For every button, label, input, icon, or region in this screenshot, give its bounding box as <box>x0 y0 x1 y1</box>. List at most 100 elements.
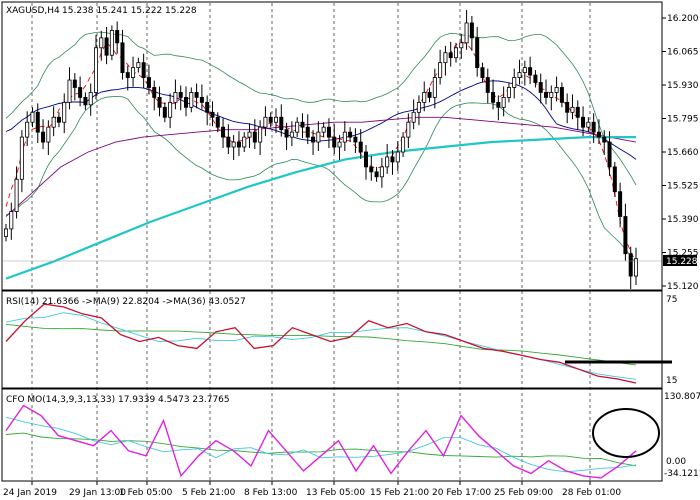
candle-body[interactable] <box>168 101 173 118</box>
candle-body[interactable] <box>475 37 480 69</box>
candle-body[interactable] <box>83 97 88 106</box>
candle-body[interactable] <box>634 258 639 277</box>
candle-body[interactable] <box>358 141 363 153</box>
candle-body[interactable] <box>395 151 400 163</box>
candle-body[interactable] <box>332 136 337 148</box>
candle-body[interactable] <box>146 77 151 88</box>
candle-body[interactable] <box>141 62 146 78</box>
candle-body[interactable] <box>46 126 51 143</box>
candle-body[interactable] <box>67 79 72 103</box>
candle-body[interactable] <box>591 121 596 133</box>
candle-body[interactable] <box>459 42 464 49</box>
candle-body[interactable] <box>25 121 30 138</box>
candle-body[interactable] <box>379 166 384 178</box>
candle-body[interactable] <box>512 77 517 88</box>
candle-body[interactable] <box>279 116 284 131</box>
candle-body[interactable] <box>41 131 46 143</box>
candle-body[interactable] <box>236 141 241 148</box>
candle-body[interactable] <box>189 92 194 108</box>
candle-body[interactable] <box>162 106 167 118</box>
candle-body[interactable] <box>199 97 204 103</box>
candle-body[interactable] <box>628 253 633 277</box>
candle-body[interactable] <box>602 136 607 143</box>
candle-body[interactable] <box>422 92 427 103</box>
candle-body[interactable] <box>35 111 40 133</box>
candle-body[interactable] <box>432 77 437 98</box>
candle-body[interactable] <box>131 67 136 78</box>
candle-body[interactable] <box>173 92 178 103</box>
candle-body[interactable] <box>104 37 109 56</box>
candle-body[interactable] <box>215 116 220 128</box>
candle-body[interactable] <box>406 121 411 138</box>
candle-body[interactable] <box>342 131 347 143</box>
candle-body[interactable] <box>506 87 511 98</box>
candle-body[interactable] <box>618 191 623 217</box>
candle-body[interactable] <box>528 67 533 76</box>
candle-body[interactable] <box>263 116 268 128</box>
candle-body[interactable] <box>353 136 358 143</box>
candle-body[interactable] <box>30 111 35 123</box>
candle-body[interactable] <box>247 131 252 138</box>
candle-body[interactable] <box>109 30 114 56</box>
candle-body[interactable] <box>51 116 56 128</box>
candle-body[interactable] <box>438 62 443 78</box>
candle-body[interactable] <box>289 131 294 138</box>
candle-body[interactable] <box>321 126 326 133</box>
candle-body[interactable] <box>205 101 210 113</box>
candle-body[interactable] <box>369 166 374 173</box>
candle-body[interactable] <box>575 106 580 118</box>
candle-body[interactable] <box>194 92 199 98</box>
candle-body[interactable] <box>586 121 591 128</box>
candle-body[interactable] <box>496 101 501 108</box>
candle-body[interactable] <box>581 116 586 128</box>
candle-body[interactable] <box>305 126 310 138</box>
candle-body[interactable] <box>559 87 564 103</box>
candle-body[interactable] <box>554 87 559 93</box>
candle-body[interactable] <box>88 92 93 106</box>
candle-body[interactable] <box>311 136 316 143</box>
candle-body[interactable] <box>99 37 104 49</box>
candle-body[interactable] <box>623 216 628 255</box>
candle-body[interactable] <box>607 141 612 168</box>
candle-body[interactable] <box>533 74 538 83</box>
candle-body[interactable] <box>300 121 305 128</box>
candle-body[interactable] <box>544 92 549 98</box>
candle-body[interactable] <box>268 116 273 123</box>
candle-body[interactable] <box>19 136 24 180</box>
candle-body[interactable] <box>443 52 448 64</box>
candle-body[interactable] <box>480 67 485 78</box>
candle-body[interactable] <box>363 151 368 168</box>
candle-body[interactable] <box>401 136 406 153</box>
candle-body[interactable] <box>252 131 257 143</box>
candle-body[interactable] <box>416 101 421 113</box>
candle-body[interactable] <box>178 92 183 98</box>
candle-body[interactable] <box>549 92 554 98</box>
candle-body[interactable] <box>120 42 125 73</box>
candle-body[interactable] <box>56 116 61 123</box>
candle-body[interactable] <box>284 129 289 138</box>
candle-body[interactable] <box>570 106 575 113</box>
candle-body[interactable] <box>273 116 278 123</box>
candle-body[interactable] <box>152 87 157 98</box>
candle-body[interactable] <box>14 178 19 212</box>
candle-body[interactable] <box>385 156 390 168</box>
candle-body[interactable] <box>517 72 522 78</box>
cfo-circle-annotation[interactable] <box>592 408 660 458</box>
candle-body[interactable] <box>316 131 321 143</box>
candle-body[interactable] <box>390 156 395 163</box>
candle-body[interactable] <box>136 62 141 69</box>
candle-body[interactable] <box>491 92 496 103</box>
candle-body[interactable] <box>448 52 453 59</box>
candle-body[interactable] <box>9 211 14 230</box>
candle-body[interactable] <box>94 47 99 93</box>
candle-body[interactable] <box>326 126 331 138</box>
candle-body[interactable] <box>183 97 188 108</box>
candle-body[interactable] <box>78 87 83 98</box>
candle-body[interactable] <box>469 22 474 39</box>
candle-body[interactable] <box>411 111 416 123</box>
candle-body[interactable] <box>221 126 226 138</box>
candle-body[interactable] <box>374 171 379 178</box>
candle-body[interactable] <box>157 97 162 108</box>
candle-body[interactable] <box>337 141 342 148</box>
